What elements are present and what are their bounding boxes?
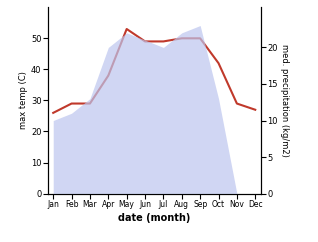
Y-axis label: med. precipitation (kg/m2): med. precipitation (kg/m2) [280,44,289,157]
X-axis label: date (month): date (month) [118,213,190,223]
Y-axis label: max temp (C): max temp (C) [19,71,28,129]
